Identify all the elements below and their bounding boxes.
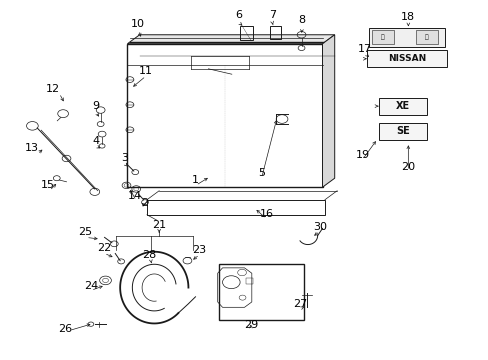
Text: 9: 9 xyxy=(92,102,99,112)
Text: 5: 5 xyxy=(258,168,264,178)
Text: 3: 3 xyxy=(122,153,128,163)
Text: 25: 25 xyxy=(78,227,92,237)
Bar xyxy=(218,264,304,320)
Text: 4: 4 xyxy=(92,136,99,145)
Text: 2: 2 xyxy=(141,198,148,208)
Text: 13: 13 xyxy=(24,143,39,153)
Polygon shape xyxy=(127,35,334,44)
Bar xyxy=(239,26,253,40)
Bar xyxy=(378,123,427,140)
Text: 24: 24 xyxy=(83,281,98,291)
Text: 12: 12 xyxy=(46,84,60,94)
Polygon shape xyxy=(322,35,334,187)
Text: 18: 18 xyxy=(401,12,414,22)
Text: 23: 23 xyxy=(192,245,206,255)
Bar xyxy=(147,200,325,215)
Text: 版: 版 xyxy=(424,34,427,40)
Text: 21: 21 xyxy=(152,220,166,230)
Text: 8: 8 xyxy=(298,15,305,26)
Text: 1: 1 xyxy=(192,175,199,185)
Text: 17: 17 xyxy=(357,44,371,54)
Text: 16: 16 xyxy=(259,209,273,219)
Text: 15: 15 xyxy=(41,180,55,190)
Text: 6: 6 xyxy=(235,10,242,20)
Bar xyxy=(270,26,281,40)
Text: 19: 19 xyxy=(355,150,369,160)
Text: 29: 29 xyxy=(243,320,258,330)
Text: SE: SE xyxy=(395,126,409,136)
Text: 27: 27 xyxy=(293,299,307,309)
Text: 28: 28 xyxy=(142,250,156,260)
Text: 正: 正 xyxy=(380,34,384,40)
Text: 7: 7 xyxy=(268,10,275,20)
Text: 22: 22 xyxy=(97,243,111,253)
Text: 30: 30 xyxy=(312,222,326,231)
Bar xyxy=(245,278,253,284)
Text: 14: 14 xyxy=(127,191,142,201)
Bar xyxy=(378,98,427,115)
Text: NISSAN: NISSAN xyxy=(387,54,426,63)
Text: 10: 10 xyxy=(131,19,145,29)
Bar xyxy=(366,50,447,67)
Text: XE: XE xyxy=(395,101,409,111)
Bar xyxy=(368,28,444,47)
Bar xyxy=(415,30,437,44)
Text: 20: 20 xyxy=(401,162,414,172)
Bar xyxy=(371,30,393,44)
Text: 11: 11 xyxy=(139,66,153,76)
Text: 26: 26 xyxy=(59,324,72,334)
